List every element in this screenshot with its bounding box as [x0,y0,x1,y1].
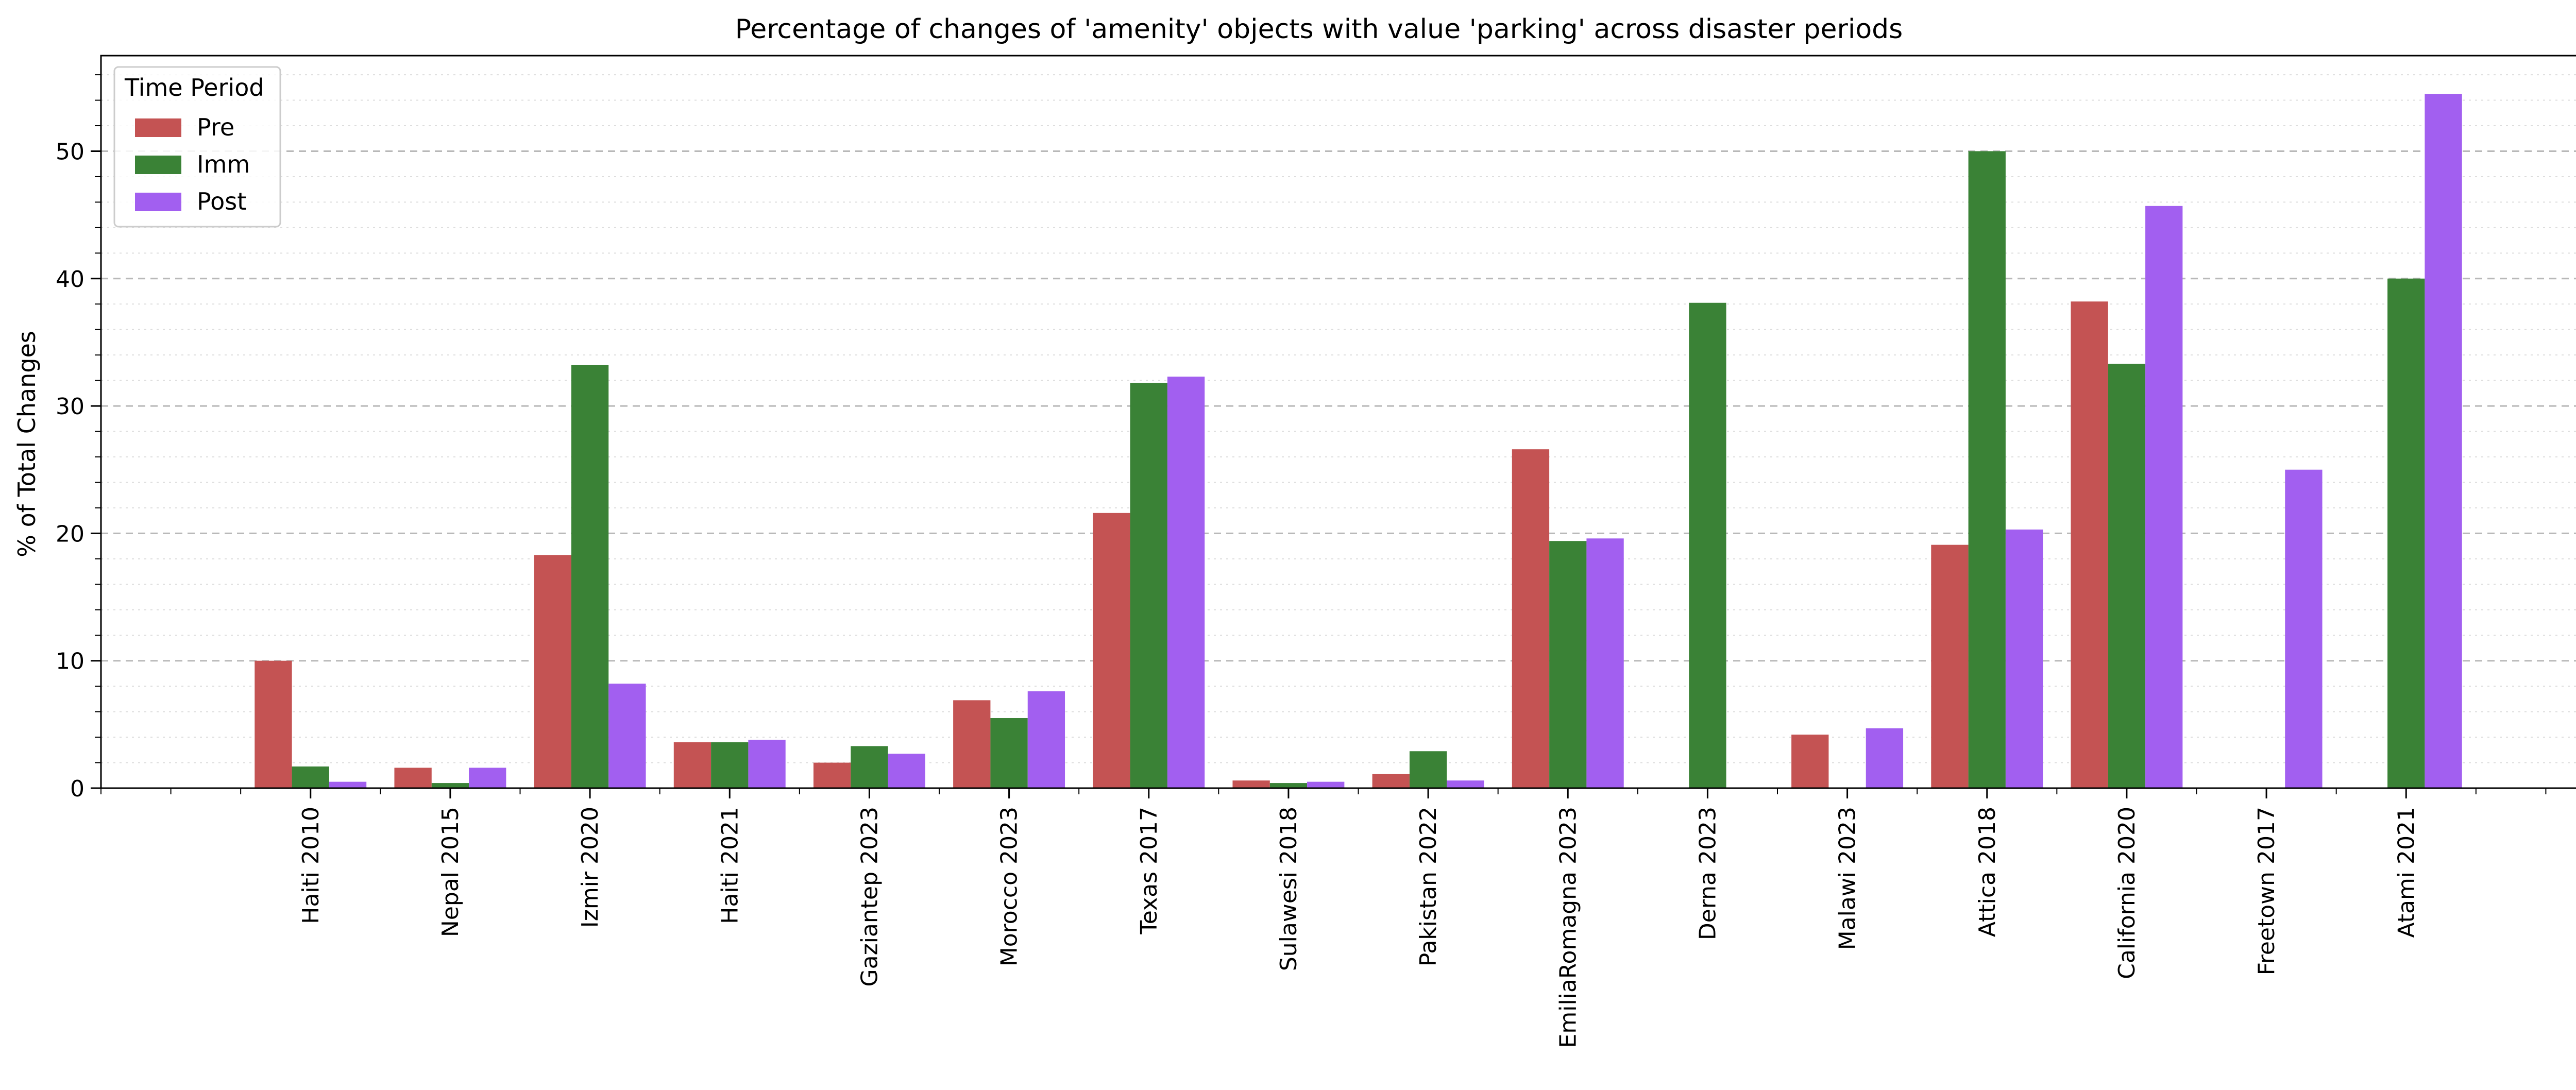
x-tick-label: Haiti 2021 [717,807,743,924]
bar-post-malawi-2023 [1866,728,1904,788]
bar-post-morocco-2023 [1027,691,1065,788]
legend-label-imm: Imm [197,150,250,178]
y-tick-label: 0 [70,776,84,802]
legend-label-post: Post [197,188,246,215]
bar-imm-gaziantep-2023 [851,746,888,788]
x-tick-label: Texas 2017 [1136,807,1162,935]
y-axis-label: % of Total Changes [13,331,41,557]
bar-post-haiti-2021 [748,740,786,788]
bar-post-nepal-2015 [469,768,506,788]
bar-pre-haiti-2010 [255,660,292,788]
bar-imm-nepal-2015 [431,783,469,788]
legend-swatch-pre [135,118,181,137]
bar-post-sulawesi-2018 [1307,781,1345,788]
bar-imm-izmir-2020 [571,365,609,788]
bar-post-haiti-2010 [329,781,367,788]
x-tick-label: Derna 2023 [1694,807,1721,940]
bar-post-freetown-2017 [2285,469,2323,788]
bar-pre-texas-2017 [1093,513,1130,788]
bar-pre-sulawesi-2018 [1232,780,1270,788]
legend-title: Time Period [124,74,264,101]
legend-swatch-imm [135,156,181,174]
bar-post-gaziantep-2023 [888,754,925,788]
bar-post-pakistan-2022 [1447,780,1484,788]
bar-pre-emiliaromagna-2023 [1512,449,1550,788]
bar-imm-sulawesi-2018 [1269,783,1308,788]
bar-imm-haiti-2021 [711,742,749,788]
bar-post-texas-2017 [1167,377,1205,788]
x-tick-label: Morocco 2023 [996,807,1023,966]
x-tick-label: California 2020 [2114,807,2140,979]
legend-swatch-post [135,193,181,211]
bar-post-atami-2021 [2425,94,2462,789]
x-tick-label: Attica 2018 [1974,807,2001,937]
chart-title: Percentage of changes of 'amenity' objec… [735,14,1903,45]
bar-pre-nepal-2015 [394,768,432,788]
x-axis: Haiti 2010 Nepal 2015 Izmir 2020 Haiti 2021… [100,788,2547,1048]
bar-imm-haiti-2010 [292,766,329,788]
bar-imm-derna-2023 [1689,302,1726,788]
x-tick-label: Haiti 2010 [298,807,324,924]
bar-imm-pakistan-2022 [1409,751,1447,788]
bar-imm-attica-2018 [1968,151,2006,788]
grid-lines [101,74,2576,763]
bar-imm-california-2020 [2108,364,2146,788]
y-axis: 0 10 20 30 40 50 [56,74,101,802]
bar-pre-izmir-2020 [534,555,571,788]
bar-imm-texas-2017 [1130,383,1167,788]
legend-box [113,66,281,228]
x-tick-label: Atami 2021 [2393,807,2419,938]
x-tick-label: Gaziantep 2023 [856,807,883,986]
x-tick-label: Pakistan 2022 [1415,807,1442,966]
bar-post-california-2020 [2145,206,2183,789]
bar-pre-haiti-2021 [673,742,711,788]
bar-pre-gaziantep-2023 [813,762,851,788]
bar-post-izmir-2020 [608,684,646,788]
x-tick-label: Malawi 2023 [1835,807,1861,950]
legend: Time Period Pre Imm Post [113,66,281,228]
y-tick-label: 40 [56,266,84,293]
bar-imm-atami-2021 [2387,278,2425,788]
legend-items: Pre Imm Post [135,113,250,215]
bar-pre-attica-2018 [1931,544,1969,788]
bar-post-attica-2018 [2005,529,2043,788]
y-tick-label: 30 [56,394,84,420]
bar-pre-malawi-2023 [1791,735,1829,788]
bar-imm-emiliaromagna-2023 [1549,541,1587,788]
x-tick-label: Izmir 2020 [577,807,603,928]
y-tick-label: 10 [56,649,84,675]
x-tick-label: Nepal 2015 [437,807,464,937]
x-tick-label: EmiliaRomagna 2023 [1555,807,1581,1048]
y-tick-label: 50 [56,139,84,165]
x-tick-label: Sulawesi 2018 [1276,807,1302,971]
plot-area-frame [100,55,2576,789]
legend-label-pre: Pre [197,113,234,141]
bar-post-emiliaromagna-2023 [1586,538,1624,788]
bar-pre-california-2020 [2071,301,2108,788]
bar-pre-morocco-2023 [953,700,991,788]
x-tick-label: Freetown 2017 [2253,807,2280,975]
bar-pre-pakistan-2022 [1372,774,1410,788]
bars [255,94,2462,789]
y-tick-label: 20 [56,521,84,547]
bar-imm-morocco-2023 [990,718,1028,788]
